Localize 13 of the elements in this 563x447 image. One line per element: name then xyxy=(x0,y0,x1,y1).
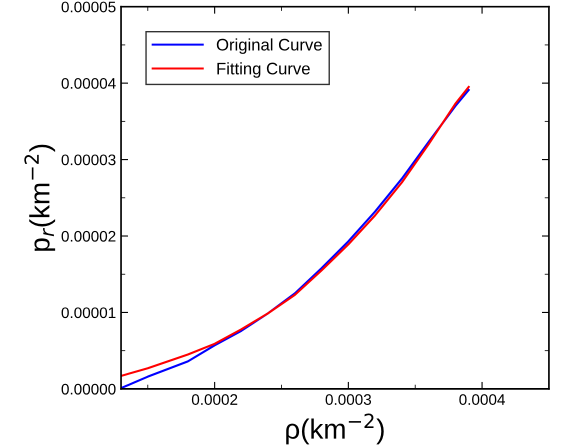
y-tick-label: 0.00001 xyxy=(62,307,116,318)
legend-label: Original Curve xyxy=(216,38,322,54)
x-tick-label: 0.0004 xyxy=(459,394,505,405)
y-tick-label: 0.00002 xyxy=(62,230,116,242)
y-tick-label: 0.00000 xyxy=(62,384,116,395)
x-tick-label: 0.0002 xyxy=(192,394,238,405)
y-tick-label: 0.00003 xyxy=(62,154,116,166)
x-axis-title: ρ(km$^{−2}$) xyxy=(286,414,384,444)
y-tick-label: 0.00004 xyxy=(62,78,116,89)
legend-label: Fitting Curve xyxy=(217,62,310,78)
y-axis-title: p$_{r}$(km$^{−2}$) xyxy=(24,144,56,251)
x-tick-label: 0.0003 xyxy=(326,394,372,405)
y-tick-label: 0.00005 xyxy=(62,2,116,12)
